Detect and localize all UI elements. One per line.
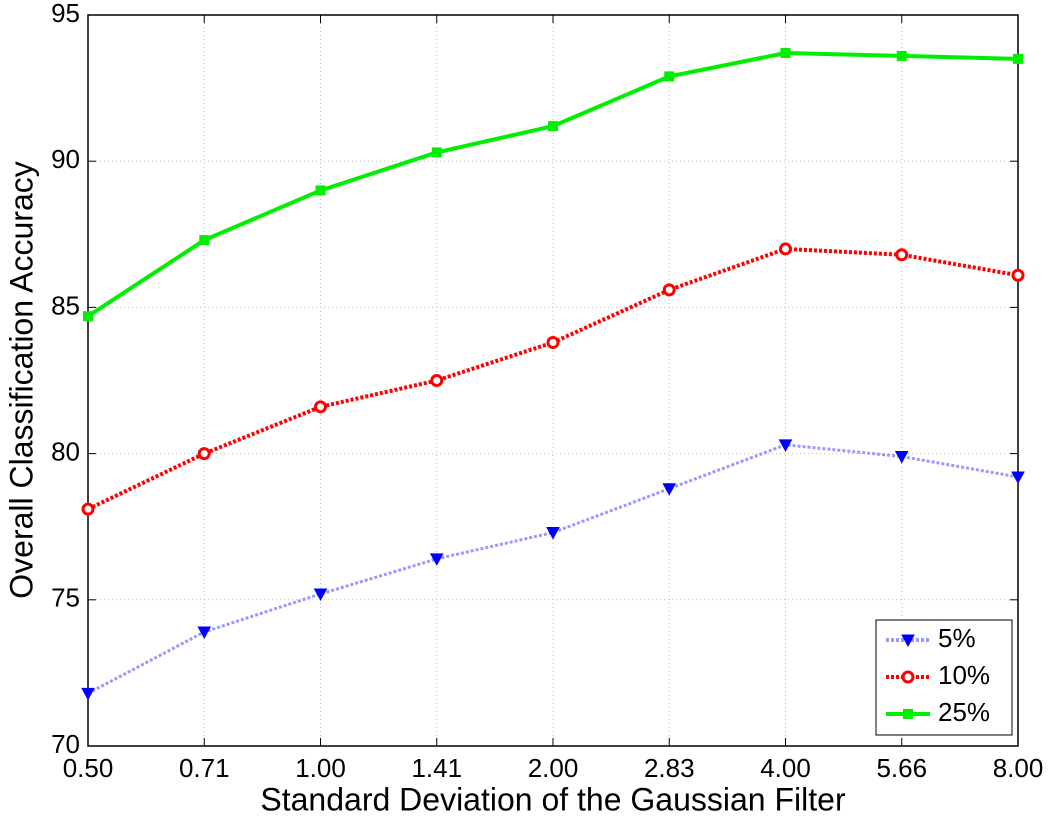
x-tick-label: 5.66 bbox=[876, 753, 927, 783]
y-tick-label: 90 bbox=[51, 144, 80, 174]
y-tick-label: 95 bbox=[51, 0, 80, 28]
marker bbox=[430, 374, 444, 387]
series-line bbox=[87, 443, 1019, 695]
marker bbox=[315, 185, 326, 196]
x-tick-label: 8.00 bbox=[993, 753, 1044, 783]
marker bbox=[662, 283, 676, 297]
marker bbox=[664, 71, 675, 82]
y-tick-label: 85 bbox=[51, 290, 80, 320]
legend-label: 10% bbox=[938, 660, 990, 690]
marker bbox=[431, 147, 442, 158]
marker bbox=[546, 527, 560, 540]
y-tick-label: 80 bbox=[51, 436, 80, 466]
marker bbox=[429, 553, 444, 566]
x-tick-label: 1.00 bbox=[295, 753, 346, 783]
x-tick-label: 2.83 bbox=[644, 753, 695, 783]
marker bbox=[896, 50, 907, 61]
y-tick-label: 75 bbox=[51, 583, 80, 613]
marker bbox=[197, 447, 211, 461]
marker bbox=[903, 709, 913, 719]
x-tick-label: 0.71 bbox=[179, 753, 230, 783]
x-tick-label: 4.00 bbox=[760, 753, 811, 783]
marker bbox=[778, 439, 793, 452]
series-line bbox=[86, 51, 1019, 318]
marker bbox=[901, 634, 915, 648]
marker bbox=[662, 483, 677, 496]
marker bbox=[895, 248, 909, 262]
x-axis-title: Standard Deviation of the Gaussian Filte… bbox=[260, 781, 846, 817]
legend: 5% 10% 25% bbox=[875, 619, 1013, 736]
y-axis-title: Overall Classification Accuracy bbox=[3, 161, 39, 598]
marker bbox=[81, 687, 95, 701]
marker bbox=[548, 121, 558, 132]
marker bbox=[83, 311, 93, 322]
marker bbox=[780, 48, 791, 59]
marker bbox=[546, 335, 560, 349]
marker bbox=[81, 502, 95, 516]
y-tick-label: 70 bbox=[51, 729, 80, 759]
marker bbox=[1013, 53, 1023, 64]
marker bbox=[779, 242, 792, 256]
marker bbox=[1011, 268, 1025, 282]
x-tick-label: 2.00 bbox=[528, 753, 579, 783]
marker bbox=[314, 400, 327, 414]
marker bbox=[901, 670, 915, 684]
legend-label: 25% bbox=[938, 697, 990, 727]
marker bbox=[197, 626, 212, 640]
marker bbox=[1011, 471, 1025, 485]
x-tick-label: 1.41 bbox=[411, 753, 462, 783]
marker bbox=[894, 451, 909, 464]
legend-label: 5% bbox=[938, 623, 976, 653]
marker bbox=[313, 588, 328, 601]
marker bbox=[199, 235, 210, 246]
plot-frame bbox=[87, 14, 1019, 747]
x-tick-label: 0.50 bbox=[63, 753, 114, 783]
